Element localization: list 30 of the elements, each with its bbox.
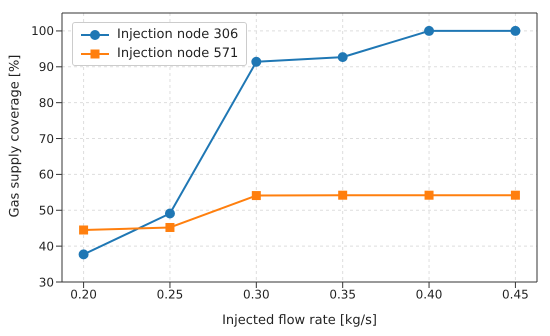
point (338, 190, 348, 200)
y-tick-label: 90 (38, 60, 54, 74)
legend-label: Injection node 306 (117, 26, 238, 44)
point (252, 191, 261, 200)
x-tick-label: 0.25 (156, 288, 184, 302)
legend-label: Injection node 571 (117, 45, 238, 63)
y-tick-label: 70 (38, 132, 54, 146)
x-tick-label: 0.30 (242, 288, 270, 302)
x-tick-label: 0.35 (329, 288, 356, 302)
x-tick-label: 0.45 (502, 288, 529, 302)
point (251, 56, 262, 67)
point (79, 225, 88, 234)
point (338, 52, 348, 62)
y-axis-title: Gas supply coverage [%] (8, 54, 23, 218)
y-tick-label: 60 (38, 168, 54, 182)
x-tick-label: 0.40 (416, 288, 442, 302)
point (510, 26, 520, 36)
y-tick-label: 40 (38, 239, 54, 254)
y-tick-label: 30 (38, 275, 54, 290)
point (164, 208, 175, 218)
point (510, 190, 520, 200)
point (165, 222, 174, 232)
x-axis-title: Injected flow rate [kg/s] (222, 313, 377, 328)
point (78, 249, 89, 260)
y-tick-label: 100 (31, 24, 54, 38)
y-tick-label: 50 (38, 204, 54, 218)
x-tick-label: 0.20 (70, 288, 97, 302)
point (424, 190, 434, 200)
point (424, 26, 434, 36)
y-tick-label: 80 (38, 96, 54, 110)
